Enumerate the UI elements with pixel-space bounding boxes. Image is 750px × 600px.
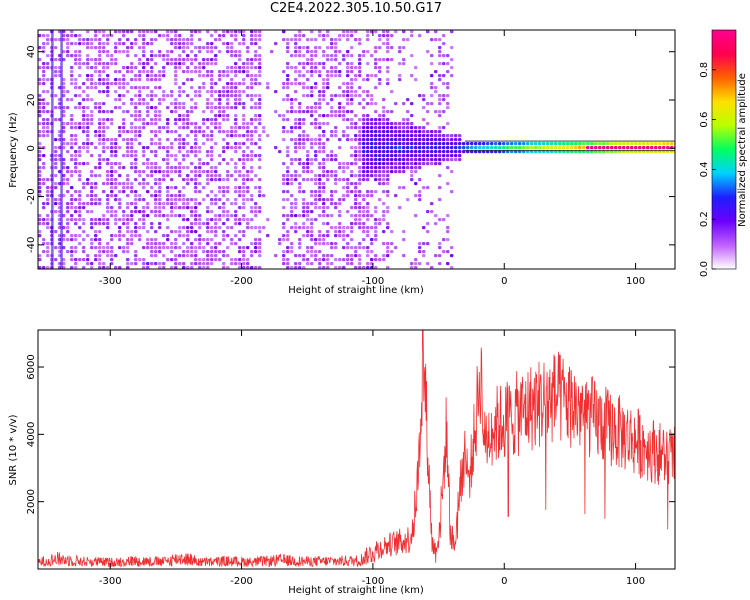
spectrogram-xlabel: Height of straight line (km) (288, 285, 424, 296)
colorbar-label: Normalized spectral amplitude (737, 73, 748, 227)
colorbar-ticks: 0.0 0.2 0.4 0.6 0.8 (699, 62, 716, 277)
chart-title: C2E4.2022.305.10.50.G17 (269, 1, 443, 16)
spectrogram-xtick-label: -100 (362, 276, 385, 287)
snr-xtick-label: -100 (362, 576, 385, 587)
colorbar-tick-label: 0.2 (699, 211, 710, 227)
snr-ytick-label: 4000 (26, 422, 37, 447)
spectrogram-x-axis: -300 -200 -100 0 100 (99, 30, 645, 287)
spectrogram-y-axis: -40 -20 0 20 40 (26, 45, 675, 253)
colorbar-tick-label: 0.8 (699, 62, 710, 78)
spectrogram-ytick-label: -20 (26, 188, 37, 204)
snr-ylabel: SNR (10 * v/v) (8, 414, 19, 485)
spectrogram-xtick-label: -200 (230, 276, 253, 287)
colorbar-tick-label: 0.4 (699, 161, 710, 177)
snr-frame (37, 329, 676, 570)
spectrogram-ytick-label: -40 (26, 237, 37, 253)
colorbar-tick-label: 0.6 (699, 112, 710, 128)
snr-xlabel: Height of straight line (km) (288, 585, 424, 596)
spectrogram-ylabel: Frequency (Hz) (8, 112, 19, 188)
snr-x-axis: -300 -200 -100 0 100 (99, 330, 645, 587)
spectrogram-xtick-label: -300 (99, 276, 122, 287)
spectrogram-ytick-label: 0 (26, 145, 37, 151)
spectrogram-cells (38, 30, 675, 269)
colorbar-gradient (712, 30, 736, 269)
spectrogram-frame (37, 29, 676, 270)
spectrogram-xtick-label: 100 (626, 276, 645, 287)
snr-xtick-label: 100 (626, 576, 645, 587)
snr-y-axis: 2000 4000 6000 (26, 354, 675, 514)
snr-series-line (38, 330, 675, 568)
snr-panel: -300 -200 -100 0 100 2000 4000 6000 Height of … (8, 329, 676, 596)
snr-ytick-label: 2000 (26, 489, 37, 514)
colorbar: 0.0 0.2 0.4 0.6 0.8 Normalized spectral ampl… (699, 29, 748, 277)
spectrogram-ytick-label: 20 (26, 94, 37, 107)
spectrogram-ytick-label: 40 (26, 45, 37, 58)
snr-xtick-label: -300 (99, 576, 122, 587)
colorbar-frame (711, 29, 737, 270)
colorbar-tick-label: 0.0 (699, 261, 710, 277)
snr-xtick-label: -200 (230, 576, 253, 587)
snr-xtick-label: 0 (501, 576, 507, 587)
spectrogram-xtick-label: 0 (501, 276, 507, 287)
snr-ytick-label: 6000 (26, 354, 37, 379)
